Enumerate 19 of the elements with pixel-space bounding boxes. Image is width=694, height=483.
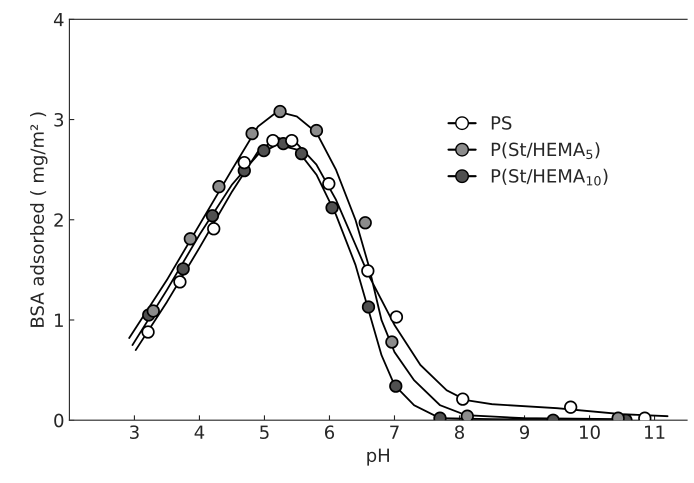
y-tick-label: 4 xyxy=(54,13,64,26)
x-tick-label: 11 xyxy=(645,426,664,439)
x-tick-label: 5 xyxy=(260,426,269,440)
x-tick-label: 6 xyxy=(324,425,334,440)
y-tick-label: 2 xyxy=(54,213,63,227)
y-tick-label: 1 xyxy=(55,314,63,327)
y-tick-label: 0 xyxy=(54,414,64,428)
y-axis-title: BSA adsorbed ( mg/m² ) xyxy=(30,112,48,327)
y-tick-label: 3 xyxy=(54,113,64,127)
x-tick-label: 3 xyxy=(130,425,139,440)
x-axis-title: pH xyxy=(367,448,389,466)
x-tick-label: 9 xyxy=(520,425,529,440)
x-tick-label: 8 xyxy=(454,425,464,440)
x-tick-label: 7 xyxy=(390,426,399,439)
x-tick-label: 4 xyxy=(194,426,204,439)
x-tick-label: 10 xyxy=(580,425,600,440)
legend-label: PS xyxy=(492,116,512,130)
legend-label: P(St/HEMA$_{10}$) xyxy=(492,168,608,186)
legend-label: P(St/HEMA$_{5}$) xyxy=(492,142,600,160)
